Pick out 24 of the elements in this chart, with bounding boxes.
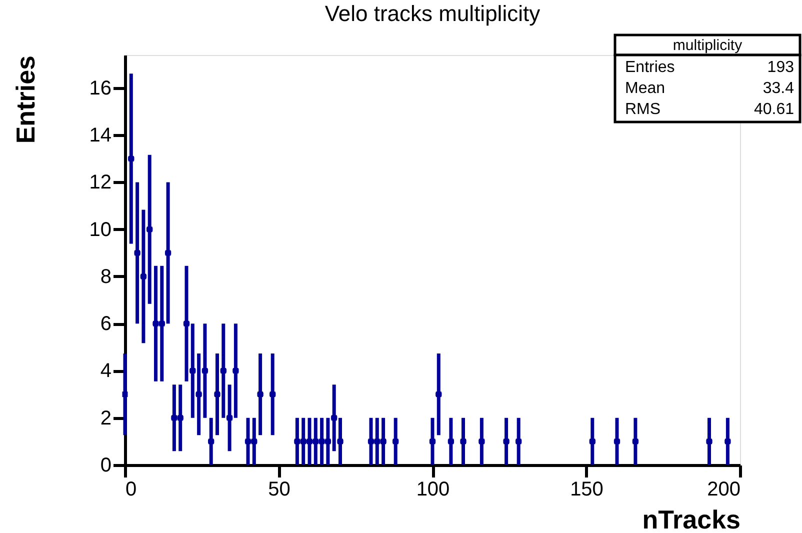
chart-title: Velo tracks multiplicity [324,0,540,26]
annotation: Entries [625,59,675,76]
y-tick-label: 14 [89,124,112,147]
x-tick-label: 50 [268,478,290,500]
x-tick-label: 200 [707,478,740,500]
x-tick-label: 150 [570,478,604,500]
annotation: RMS [625,101,661,118]
text: 193 [767,59,794,76]
y-tick-label: 8 [100,266,112,288]
y-tick-label: 0 [100,454,112,476]
x-axis-title: nTracks [642,504,740,533]
text: multiplicity [672,37,743,54]
text: 33.4 [762,80,794,97]
y-tick-label: 6 [100,313,112,336]
y-tick-label: 16 [89,77,112,100]
y-tick-label: 12 [89,172,112,194]
x-tick-label: 0 [126,478,137,500]
y-axis-title: Entries [10,56,40,144]
y-tick-label: 10 [89,218,112,241]
y-tick-label: 4 [100,360,112,382]
annotation: Mean [625,80,666,97]
y-tick-label: 2 [100,407,112,430]
x-tick-label: 100 [416,478,450,500]
text: 40.61 [754,101,794,118]
